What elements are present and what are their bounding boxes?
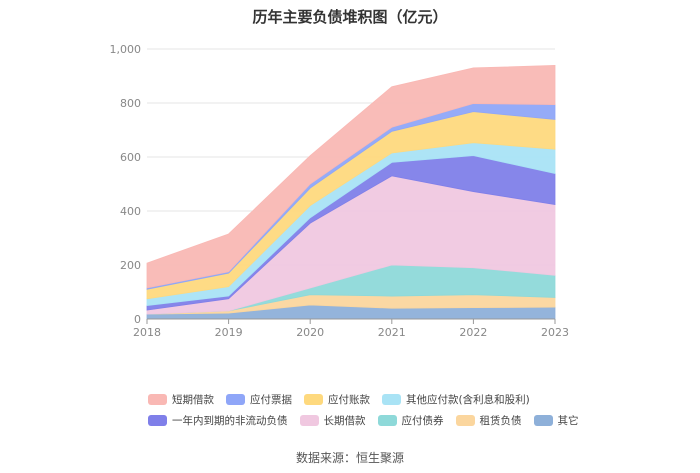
y-tick-label: 800: [120, 97, 141, 110]
legend-row: 一年内到期的非流动负债 长期借款 应付债券 租赁负债 其它: [148, 410, 598, 430]
legend-swatch: [533, 414, 553, 426]
legend-label: 应付债券: [401, 414, 444, 427]
x-tick-label: 2018: [133, 326, 161, 339]
y-tick-label: 600: [120, 151, 141, 164]
legend-label: 应付票据: [250, 393, 292, 406]
y-tick-label: 400: [120, 205, 141, 218]
legend-item[interactable]: 一年内到期的非流动负债: [148, 413, 288, 428]
legend-label: 短期借款: [172, 393, 214, 406]
chart-title: 历年主要负债堆积图（亿元）: [252, 8, 448, 26]
legend-label: 其它: [557, 414, 579, 427]
chart-legend: 短期借款 应付票据 应付账款 其他应付款(含利息和股利) 一年内到期的非流动负债 长期借款…: [148, 389, 598, 431]
y-tick-label: 200: [120, 259, 141, 272]
data-source-note: 数据来源：恒生聚源: [295, 451, 404, 465]
legend-row: 短期借款 应付票据 应付账款 其他应付款(含利息和股利): [148, 389, 598, 409]
legend-swatch: [226, 393, 245, 405]
y-tick-label: 1,000: [110, 43, 142, 56]
y-tick-label: 0: [134, 313, 141, 326]
x-tick-label: 2023: [541, 326, 569, 339]
x-tick-label: 2019: [215, 326, 243, 339]
legend-swatch: [299, 414, 319, 426]
legend-label: 其他应付款(含利息和股利): [406, 393, 530, 406]
legend-item[interactable]: 租赁负债: [455, 413, 522, 428]
x-tick-label: 2020: [296, 326, 324, 339]
legend-swatch: [377, 414, 397, 426]
legend-swatch: [455, 414, 475, 426]
legend-swatch: [304, 393, 323, 405]
x-tick-label: 2021: [378, 326, 406, 339]
legend-label: 应付账款: [328, 393, 370, 406]
legend-item[interactable]: 应付票据: [226, 392, 292, 407]
legend-item[interactable]: 应付账款: [304, 392, 370, 407]
legend-swatch: [148, 414, 167, 426]
legend-label: 租赁负债: [479, 414, 522, 427]
legend-item[interactable]: 短期借款: [148, 392, 214, 407]
x-tick-label: 2022: [459, 326, 487, 339]
stacked-area-chart: 0 200 400 600 800 1,000 2018 2019 2020 2021 2022 20…: [110, 43, 570, 339]
legend-swatch: [148, 393, 167, 405]
legend-item[interactable]: 应付债券: [377, 413, 444, 428]
legend-label: 长期借款: [323, 414, 366, 427]
area-series-8: [146, 65, 556, 289]
legend-label: 一年内到期的非流动负债: [172, 414, 288, 427]
legend-item[interactable]: 长期借款: [299, 413, 366, 428]
legend-swatch: [382, 393, 401, 405]
legend-item[interactable]: 其他应付款(含利息和股利): [382, 392, 530, 407]
legend-item[interactable]: 其它: [533, 413, 579, 428]
